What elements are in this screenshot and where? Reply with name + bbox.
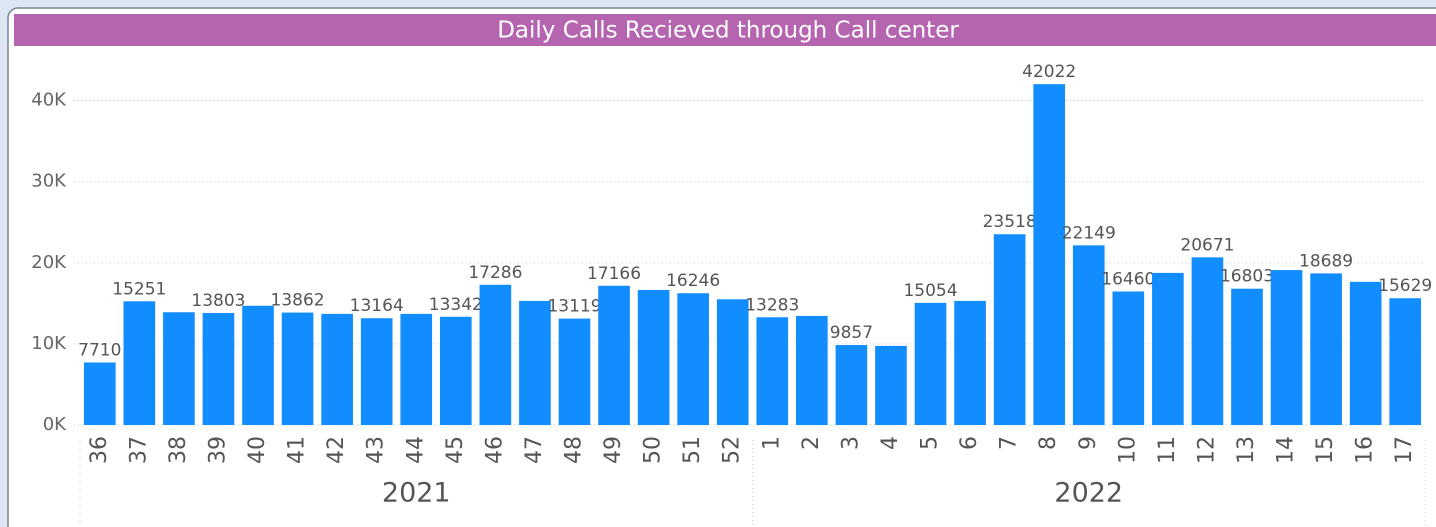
title-bar bbox=[14, 14, 1436, 46]
bar bbox=[123, 301, 156, 425]
x-tick-label: 10 bbox=[1115, 436, 1140, 464]
bar bbox=[83, 362, 116, 425]
bar bbox=[1389, 298, 1422, 425]
bar bbox=[163, 312, 195, 425]
bar bbox=[716, 299, 749, 425]
x-tick-label: 8 bbox=[1036, 436, 1061, 450]
bar bbox=[1112, 291, 1145, 425]
bar bbox=[479, 284, 512, 425]
value-label: 22149 bbox=[1062, 223, 1116, 243]
x-tick-label: 48 bbox=[561, 436, 586, 464]
value-label: 18689 bbox=[1299, 251, 1353, 271]
bar bbox=[1152, 272, 1184, 425]
x-tick-label: 7 bbox=[997, 436, 1022, 450]
value-label: 9857 bbox=[830, 323, 873, 343]
x-tick-label: 13 bbox=[1234, 436, 1259, 464]
value-label: 16460 bbox=[1101, 269, 1155, 289]
bar bbox=[1270, 270, 1303, 425]
x-tick-label: 47 bbox=[522, 436, 547, 464]
x-tick-label: 14 bbox=[1274, 436, 1299, 464]
x-tick-label: 5 bbox=[918, 436, 943, 450]
bar bbox=[1072, 245, 1105, 425]
bar bbox=[875, 345, 907, 425]
bar bbox=[598, 285, 630, 425]
value-label: 15629 bbox=[1378, 276, 1432, 296]
x-tick-label: 42 bbox=[324, 436, 349, 464]
x-tick-label: 36 bbox=[87, 436, 112, 464]
x-tick-label: 52 bbox=[720, 436, 745, 464]
x-tick-label: 39 bbox=[205, 436, 230, 464]
x-tick-label: 3 bbox=[838, 436, 863, 450]
bar bbox=[202, 313, 235, 425]
x-tick-label: 51 bbox=[680, 436, 705, 464]
y-tick-label: 20K bbox=[31, 252, 67, 273]
bar bbox=[1349, 281, 1382, 425]
bar bbox=[637, 289, 670, 425]
value-label: 17166 bbox=[587, 264, 641, 284]
x-tick-label: 9 bbox=[1076, 436, 1101, 450]
bar bbox=[796, 315, 828, 425]
x-tick-label: 12 bbox=[1194, 436, 1219, 464]
x-tick-label: 2 bbox=[799, 436, 824, 450]
x-tick-label: 40 bbox=[245, 436, 270, 464]
value-label: 15054 bbox=[903, 281, 957, 301]
value-label: 13164 bbox=[350, 296, 404, 316]
x-tick-label: 15 bbox=[1313, 436, 1338, 464]
x-tick-label: 4 bbox=[878, 436, 903, 450]
x-tick-label: 11 bbox=[1155, 436, 1180, 464]
x-tick-label: 37 bbox=[126, 436, 151, 464]
year-label: 2021 bbox=[382, 478, 451, 509]
x-tick-label: 41 bbox=[285, 436, 310, 464]
x-tick-label: 16 bbox=[1353, 436, 1378, 464]
value-label: 13803 bbox=[191, 291, 245, 311]
x-tick-label: 49 bbox=[601, 436, 626, 464]
bar bbox=[242, 305, 274, 425]
value-label: 13342 bbox=[429, 295, 483, 315]
x-tick-label: 1 bbox=[759, 436, 784, 450]
y-tick-label: 10K bbox=[31, 333, 67, 354]
y-tick-label: 0K bbox=[43, 414, 67, 435]
bar bbox=[835, 345, 868, 425]
value-label: 16246 bbox=[666, 271, 720, 291]
bar bbox=[558, 318, 591, 425]
bar bbox=[519, 300, 551, 425]
value-label: 13283 bbox=[745, 295, 799, 315]
bar bbox=[1191, 257, 1224, 425]
chart-title: Daily Calls Recieved through Call center bbox=[497, 18, 959, 44]
bar bbox=[677, 293, 709, 425]
x-tick-label: 45 bbox=[443, 436, 468, 464]
bar bbox=[1033, 84, 1066, 425]
value-label: 16803 bbox=[1220, 267, 1274, 287]
value-label: 13119 bbox=[547, 297, 601, 317]
bar bbox=[914, 302, 947, 425]
value-label: 42022 bbox=[1022, 62, 1076, 82]
bar bbox=[756, 317, 789, 425]
x-tick-label: 44 bbox=[403, 436, 428, 464]
x-tick-label: 38 bbox=[166, 436, 191, 464]
x-tick-label: 46 bbox=[482, 436, 507, 464]
bar bbox=[1310, 273, 1342, 425]
x-tick-label: 17 bbox=[1392, 436, 1417, 464]
value-label: 13862 bbox=[271, 291, 325, 311]
x-tick-label: 6 bbox=[957, 436, 982, 450]
bar bbox=[439, 316, 472, 425]
bar bbox=[1231, 288, 1263, 425]
value-label: 7710 bbox=[78, 340, 121, 360]
value-label: 15251 bbox=[112, 279, 166, 299]
bar bbox=[954, 300, 986, 425]
value-label: 17286 bbox=[468, 263, 522, 283]
bar bbox=[360, 318, 393, 425]
bar bbox=[321, 313, 353, 425]
bar bbox=[993, 234, 1026, 425]
bar bbox=[400, 313, 433, 425]
x-tick-label: 43 bbox=[364, 436, 389, 464]
year-label: 2022 bbox=[1054, 478, 1123, 509]
y-tick-label: 30K bbox=[31, 171, 67, 192]
bar bbox=[281, 312, 314, 425]
y-tick-label: 40K bbox=[31, 90, 67, 111]
value-label: 23518 bbox=[983, 212, 1037, 232]
x-tick-label: 50 bbox=[641, 436, 666, 464]
value-label: 20671 bbox=[1180, 235, 1234, 255]
